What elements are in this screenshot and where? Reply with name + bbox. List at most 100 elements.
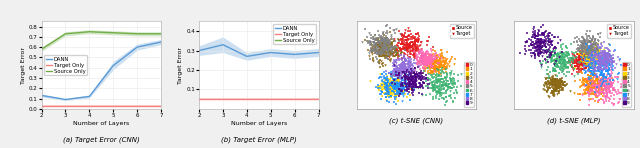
Point bbox=[383, 87, 394, 89]
Point bbox=[406, 67, 417, 70]
Point bbox=[593, 60, 603, 62]
Point bbox=[580, 57, 590, 60]
Point bbox=[598, 81, 608, 83]
Point bbox=[384, 40, 394, 42]
Point bbox=[579, 52, 589, 54]
Point bbox=[569, 60, 579, 62]
Point bbox=[380, 57, 390, 59]
Point bbox=[373, 42, 383, 44]
Point bbox=[588, 56, 598, 58]
Point bbox=[583, 61, 593, 63]
Point bbox=[599, 88, 609, 90]
Point bbox=[604, 53, 614, 55]
Point bbox=[582, 54, 592, 56]
Point bbox=[600, 89, 611, 91]
Point bbox=[580, 49, 591, 52]
Point bbox=[555, 62, 565, 65]
Point bbox=[388, 46, 398, 49]
Point bbox=[600, 50, 610, 52]
Point bbox=[390, 90, 401, 92]
Point bbox=[413, 39, 423, 41]
Point bbox=[584, 59, 594, 62]
Point bbox=[418, 50, 428, 53]
Point bbox=[376, 39, 386, 41]
Point bbox=[579, 56, 589, 59]
Point bbox=[416, 41, 426, 43]
Point bbox=[382, 55, 392, 58]
Point bbox=[413, 48, 424, 50]
Point bbox=[409, 50, 419, 53]
Point bbox=[545, 52, 556, 54]
Point bbox=[548, 91, 559, 94]
Point bbox=[388, 92, 399, 95]
Point bbox=[396, 67, 406, 70]
Point bbox=[435, 78, 445, 81]
Point bbox=[576, 71, 586, 73]
Point bbox=[397, 65, 407, 68]
Point bbox=[417, 77, 427, 79]
Point bbox=[376, 50, 386, 53]
Point bbox=[530, 35, 540, 37]
Point bbox=[600, 75, 610, 78]
Point bbox=[384, 90, 394, 93]
Point bbox=[551, 90, 561, 92]
Point bbox=[382, 87, 392, 89]
Point bbox=[579, 92, 589, 95]
Point bbox=[404, 81, 414, 83]
Point bbox=[396, 48, 406, 50]
Point bbox=[436, 57, 446, 59]
Point bbox=[403, 82, 413, 84]
Point bbox=[586, 53, 596, 56]
Point bbox=[591, 89, 602, 91]
Point bbox=[443, 83, 453, 85]
Point bbox=[592, 51, 602, 53]
Point bbox=[369, 45, 380, 47]
Point bbox=[566, 56, 577, 59]
Point bbox=[392, 52, 402, 54]
Point bbox=[598, 80, 609, 82]
Point bbox=[389, 78, 399, 80]
Point bbox=[396, 83, 406, 85]
Point bbox=[426, 64, 436, 66]
Point bbox=[607, 84, 617, 86]
Point bbox=[382, 75, 392, 77]
Point bbox=[551, 47, 561, 50]
Point bbox=[563, 47, 573, 49]
Point bbox=[404, 56, 415, 58]
Point bbox=[373, 50, 383, 53]
Point bbox=[589, 65, 599, 67]
Point bbox=[573, 67, 583, 69]
Point bbox=[613, 73, 623, 75]
Point bbox=[586, 65, 596, 68]
Point bbox=[601, 98, 611, 100]
Point bbox=[579, 68, 589, 70]
Point bbox=[586, 40, 596, 43]
Point bbox=[410, 73, 420, 76]
Point bbox=[595, 56, 605, 58]
Point bbox=[536, 48, 546, 50]
Point bbox=[397, 83, 407, 85]
Point bbox=[441, 66, 451, 68]
Point bbox=[587, 86, 597, 89]
Point bbox=[594, 99, 604, 101]
Point bbox=[400, 29, 410, 32]
Point bbox=[568, 54, 578, 57]
Point bbox=[436, 84, 447, 86]
Point bbox=[605, 63, 616, 66]
Point bbox=[572, 62, 582, 65]
Point bbox=[422, 57, 432, 60]
Point bbox=[404, 86, 414, 88]
Point bbox=[396, 48, 406, 50]
Point bbox=[604, 83, 614, 85]
Point bbox=[549, 91, 559, 93]
Point bbox=[421, 55, 431, 57]
Point bbox=[586, 56, 596, 58]
Point bbox=[593, 53, 603, 55]
Point bbox=[605, 90, 615, 92]
Point bbox=[552, 55, 562, 57]
Point bbox=[607, 69, 618, 71]
Point bbox=[593, 88, 604, 90]
Point bbox=[429, 58, 439, 60]
Point bbox=[598, 64, 608, 67]
Point bbox=[560, 54, 570, 56]
